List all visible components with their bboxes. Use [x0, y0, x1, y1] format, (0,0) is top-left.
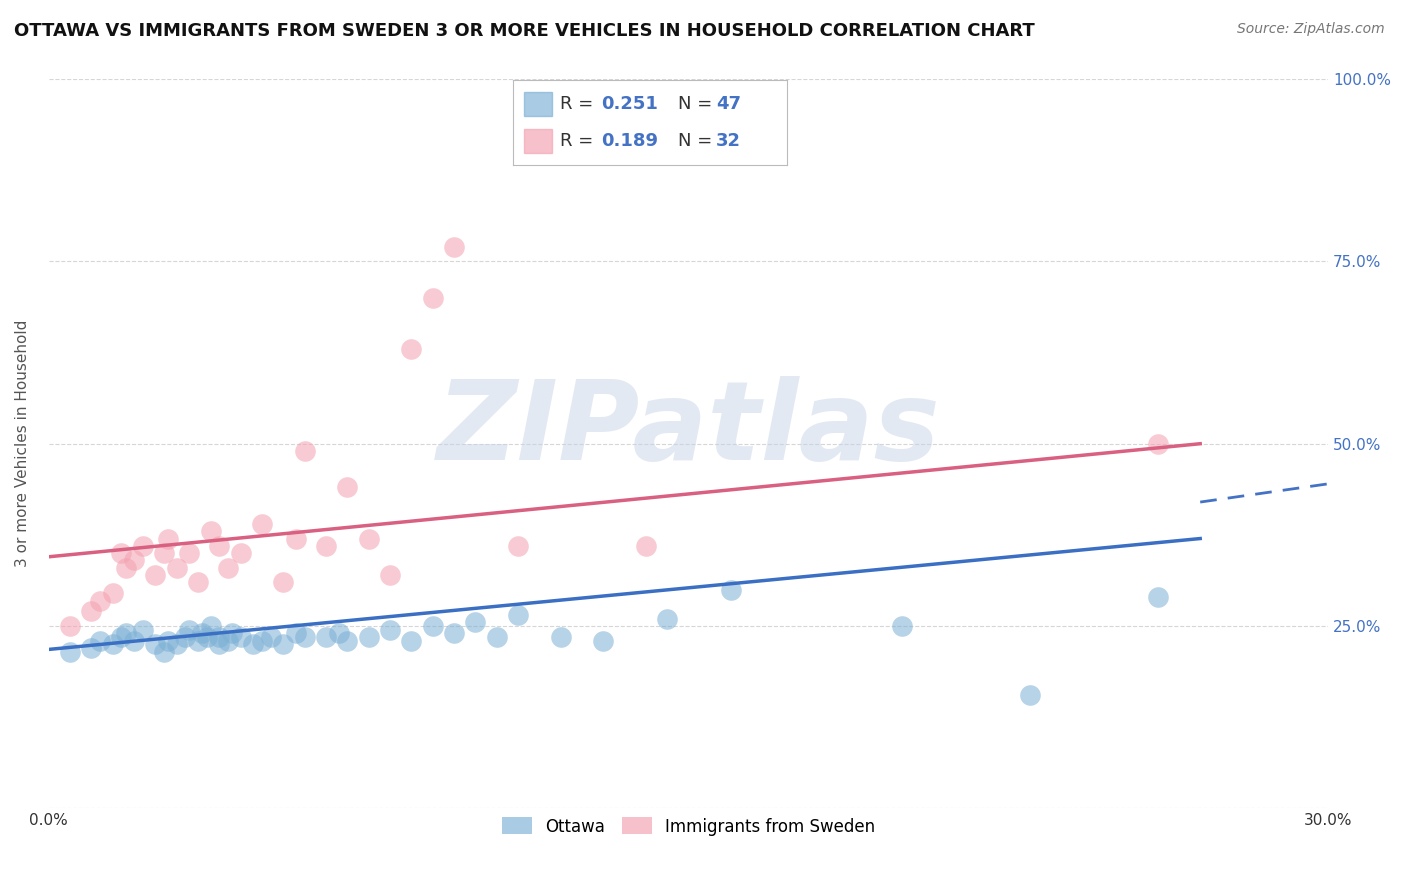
Point: [229, 630, 252, 644]
Point: [1146, 590, 1168, 604]
Point: [221, 626, 243, 640]
Point: [422, 619, 444, 633]
Y-axis label: 3 or more Vehicles in Household: 3 or more Vehicles in Household: [15, 320, 30, 567]
Point: [378, 623, 401, 637]
Point: [157, 633, 180, 648]
Point: [422, 291, 444, 305]
Point: [357, 630, 380, 644]
Point: [250, 633, 273, 648]
Point: [166, 560, 188, 574]
Point: [399, 633, 422, 648]
Point: [145, 568, 167, 582]
Point: [59, 619, 82, 633]
Point: [217, 633, 239, 648]
Point: [315, 539, 337, 553]
Point: [250, 516, 273, 531]
Text: ZIPatlas: ZIPatlas: [437, 376, 941, 483]
Point: [378, 568, 401, 582]
Point: [191, 626, 214, 640]
Point: [336, 633, 359, 648]
Point: [1018, 689, 1040, 703]
Point: [890, 619, 912, 633]
Point: [80, 640, 103, 655]
Point: [195, 630, 218, 644]
Bar: [524, 92, 551, 116]
Point: [110, 630, 132, 644]
Point: [634, 539, 657, 553]
Text: 32: 32: [716, 132, 741, 150]
Point: [187, 575, 209, 590]
Point: [242, 637, 264, 651]
Point: [357, 532, 380, 546]
Text: 0.251: 0.251: [600, 95, 658, 113]
Point: [550, 630, 572, 644]
Point: [145, 637, 167, 651]
Text: Source: ZipAtlas.com: Source: ZipAtlas.com: [1237, 22, 1385, 37]
Text: R =: R =: [560, 95, 599, 113]
Point: [200, 524, 222, 539]
Point: [59, 645, 82, 659]
Point: [229, 546, 252, 560]
Text: OTTAWA VS IMMIGRANTS FROM SWEDEN 3 OR MORE VEHICLES IN HOUSEHOLD CORRELATION CHA: OTTAWA VS IMMIGRANTS FROM SWEDEN 3 OR MO…: [14, 22, 1035, 40]
Point: [464, 615, 486, 630]
Point: [122, 553, 145, 567]
Point: [131, 623, 153, 637]
Point: [187, 633, 209, 648]
Point: [153, 546, 176, 560]
Text: N =: N =: [678, 95, 717, 113]
Point: [114, 626, 136, 640]
Point: [153, 645, 176, 659]
Point: [271, 575, 294, 590]
Point: [315, 630, 337, 644]
Point: [720, 582, 742, 597]
Point: [285, 626, 308, 640]
Point: [122, 633, 145, 648]
Point: [110, 546, 132, 560]
Point: [179, 623, 201, 637]
Point: [208, 637, 231, 651]
Point: [259, 630, 281, 644]
Text: R =: R =: [560, 132, 599, 150]
Point: [114, 560, 136, 574]
Point: [208, 539, 231, 553]
Point: [443, 626, 465, 640]
Point: [336, 481, 359, 495]
Point: [592, 633, 614, 648]
Text: 0.189: 0.189: [600, 132, 658, 150]
Point: [399, 342, 422, 356]
Point: [506, 608, 529, 623]
Point: [101, 586, 124, 600]
Point: [1146, 436, 1168, 450]
Point: [294, 630, 316, 644]
Point: [80, 605, 103, 619]
Point: [174, 630, 197, 644]
Point: [200, 619, 222, 633]
Text: 47: 47: [716, 95, 741, 113]
Point: [208, 630, 231, 644]
Bar: [524, 129, 551, 153]
Point: [328, 626, 350, 640]
Point: [89, 593, 111, 607]
Point: [655, 612, 678, 626]
Point: [217, 560, 239, 574]
Point: [166, 637, 188, 651]
Point: [285, 532, 308, 546]
Point: [131, 539, 153, 553]
Text: N =: N =: [678, 132, 717, 150]
Point: [506, 539, 529, 553]
Point: [179, 546, 201, 560]
Point: [485, 630, 508, 644]
Point: [157, 532, 180, 546]
Point: [443, 240, 465, 254]
Point: [271, 637, 294, 651]
Point: [89, 633, 111, 648]
Point: [294, 444, 316, 458]
Legend: Ottawa, Immigrants from Sweden: Ottawa, Immigrants from Sweden: [494, 809, 883, 844]
Point: [101, 637, 124, 651]
